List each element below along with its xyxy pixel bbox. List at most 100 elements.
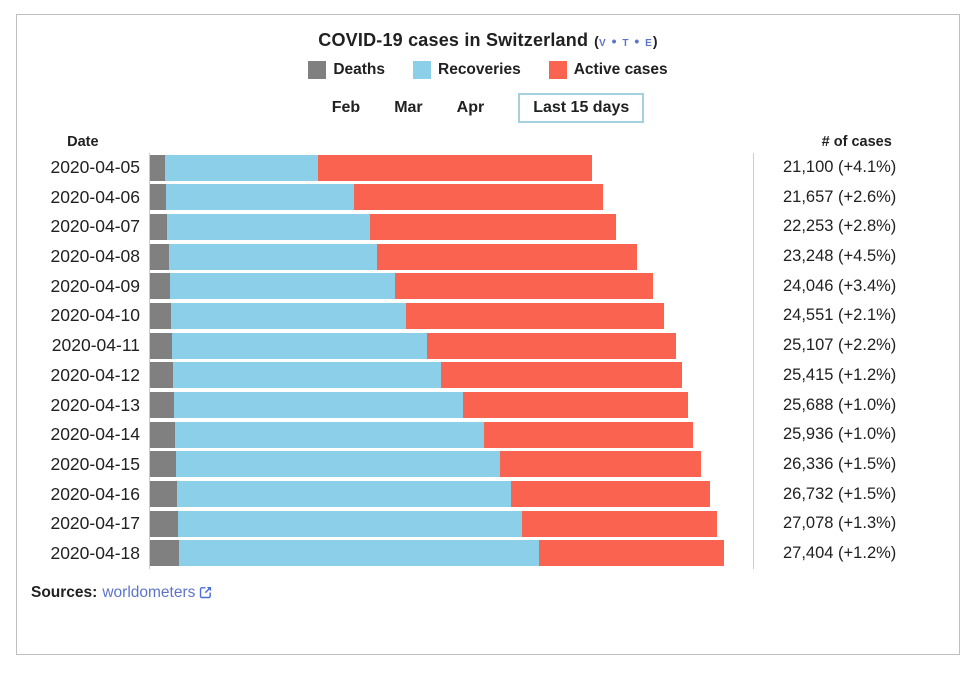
row-cases-value: 24,551 (+2.1%) <box>783 306 897 325</box>
legend-label: Active cases <box>573 61 668 78</box>
row-date-label: 2020-04-07 <box>50 216 140 237</box>
vte-paren-open: ( <box>594 33 600 49</box>
active-segment <box>538 540 724 567</box>
deaths-segment <box>150 302 171 329</box>
table-row: 2020-04-16 26,732 (+1.5%) <box>17 479 959 510</box>
row-date-label: 2020-04-17 <box>50 513 140 534</box>
bar-area <box>149 390 754 421</box>
row-cases-value: 25,107 (+2.2%) <box>783 336 897 355</box>
deaths-segment <box>150 332 172 359</box>
bar-area <box>149 420 754 450</box>
row-date-label: 2020-04-10 <box>50 305 140 326</box>
worldometers-link[interactable]: worldometers <box>102 584 212 602</box>
tab-feb[interactable]: Feb <box>331 99 361 116</box>
stacked-bar <box>150 213 753 240</box>
table-row: 2020-04-18 27,404 (+1.2%) <box>17 538 959 569</box>
recoveries-segment <box>177 510 523 537</box>
table-row: 2020-04-13 25,688 (+1.0%) <box>17 390 959 421</box>
chart-title-row: COVID-19 cases in Switzerland (v • t • e) <box>17 27 959 53</box>
table-row: 2020-04-12 25,415 (+1.2%) <box>17 360 959 391</box>
deaths-segment <box>150 481 177 508</box>
recoveries-segment <box>169 273 396 300</box>
vte-view-talk-edit-links[interactable]: v • t • e <box>599 33 653 49</box>
stacked-bar <box>150 481 753 508</box>
bar-area <box>149 538 754 569</box>
active-segment <box>318 154 592 181</box>
active-segment <box>522 510 717 537</box>
table-row: 2020-04-11 25,107 (+2.2%) <box>17 331 959 361</box>
recoveries-segment <box>175 451 500 478</box>
deaths-segment <box>150 510 178 537</box>
sources-row: Sources: worldometers <box>17 584 959 602</box>
table-row: 2020-04-08 23,248 (+4.5%) <box>17 242 959 272</box>
external-link-icon <box>200 587 212 599</box>
deaths-segment <box>150 243 169 270</box>
stacked-bar <box>150 540 753 567</box>
row-cases-value: 25,415 (+1.2%) <box>783 365 897 384</box>
table-row: 2020-04-17 27,078 (+1.3%) <box>17 509 959 539</box>
table-header: Date # of cases <box>17 131 959 153</box>
active-segment <box>353 184 604 211</box>
recoveries-swatch-icon <box>413 61 431 79</box>
deaths-segment <box>150 213 168 240</box>
deaths-segment <box>150 540 179 567</box>
stacked-bar <box>150 302 753 329</box>
stacked-bar <box>150 332 753 359</box>
bar-area <box>149 331 754 361</box>
row-date-label: 2020-04-13 <box>50 394 140 415</box>
bar-area <box>149 509 754 539</box>
bar-area <box>149 301 754 332</box>
active-segment <box>511 481 710 508</box>
table-row: 2020-04-05 21,100 (+4.1%) <box>17 153 959 183</box>
row-cases-value: 27,078 (+1.3%) <box>783 514 897 533</box>
table-row: 2020-04-14 25,936 (+1.0%) <box>17 420 959 450</box>
row-date-label: 2020-04-15 <box>50 453 140 474</box>
deaths-segment <box>150 184 167 211</box>
active-segment <box>441 362 683 389</box>
legend-label: Deaths <box>333 61 385 78</box>
deaths-segment <box>150 273 170 300</box>
row-cases-value: 21,100 (+4.1%) <box>783 158 897 176</box>
row-date-label: 2020-04-08 <box>50 246 140 267</box>
tab-last-15-days[interactable]: Last 15 days <box>518 93 645 123</box>
bar-area <box>149 153 754 183</box>
table-row: 2020-04-15 26,336 (+1.5%) <box>17 449 959 480</box>
vte-paren-close: ) <box>652 33 658 49</box>
row-date-label: 2020-04-06 <box>50 186 140 207</box>
deaths-segment <box>150 392 174 418</box>
row-date-label: 2020-04-05 <box>50 157 140 177</box>
active-segment <box>376 243 637 270</box>
active-segment <box>369 213 616 240</box>
deaths-segment <box>150 451 176 478</box>
recoveries-segment <box>164 154 319 181</box>
recoveries-segment <box>174 421 485 448</box>
stacked-bar <box>150 451 753 478</box>
row-cases-value: 26,732 (+1.5%) <box>783 484 897 503</box>
bar-area <box>149 212 754 243</box>
tab-apr[interactable]: Apr <box>456 99 485 116</box>
chart-rows: 2020-04-05 21,100 (+4.1%) 2020-04-06 21,… <box>17 153 959 569</box>
active-segment <box>406 302 665 329</box>
row-cases-value: 27,404 (+1.2%) <box>783 543 897 562</box>
active-cases-swatch-icon <box>548 61 567 79</box>
bar-area <box>149 242 754 272</box>
row-date-label: 2020-04-09 <box>50 275 140 296</box>
bar-area <box>149 271 754 302</box>
row-cases-value: 26,336 (+1.5%) <box>783 454 897 473</box>
recoveries-segment <box>168 243 377 270</box>
recoveries-segment <box>167 213 370 240</box>
bar-area <box>149 449 754 480</box>
stacked-bar <box>150 510 753 537</box>
cases-column-header: # of cases <box>821 134 892 150</box>
stacked-bar <box>150 421 753 448</box>
row-cases-value: 23,248 (+4.5%) <box>783 247 897 266</box>
legend-label: Recoveries <box>438 61 521 78</box>
row-date-label: 2020-04-16 <box>50 483 140 504</box>
tab-mar[interactable]: Mar <box>394 99 423 116</box>
row-date-label: 2020-04-11 <box>51 335 140 356</box>
row-cases-value: 22,253 (+2.8%) <box>783 217 897 236</box>
stacked-bar <box>150 243 753 270</box>
deaths-segment <box>150 362 174 389</box>
row-cases-value: 25,688 (+1.0%) <box>783 395 897 414</box>
recoveries-segment <box>166 184 354 211</box>
